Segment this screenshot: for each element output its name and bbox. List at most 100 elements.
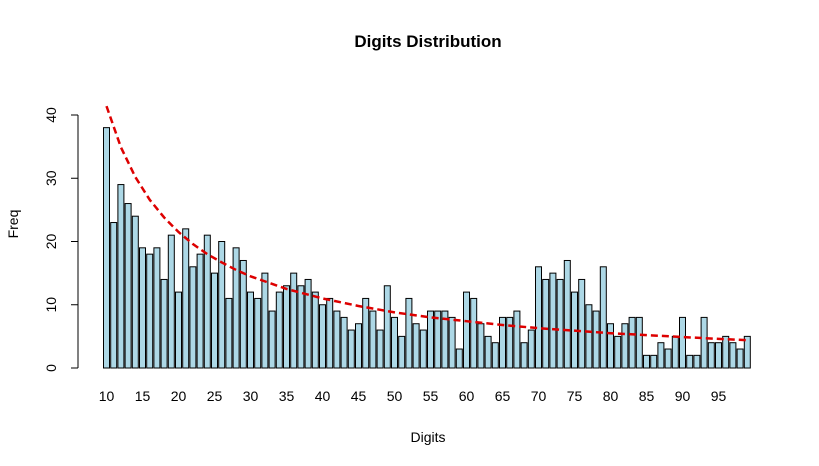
x-tick-label-15: 15 <box>135 388 151 404</box>
x-tick-label-30: 30 <box>243 388 259 404</box>
bar-29 <box>239 259 247 369</box>
bar-15 <box>139 247 146 369</box>
x-tick-label-70: 70 <box>531 388 547 404</box>
bar-37 <box>297 285 305 369</box>
x-tick-label-65: 65 <box>495 388 511 404</box>
bar-19 <box>167 234 175 369</box>
y-tick-label-10: 10 <box>43 297 59 313</box>
x-tick-label-80: 80 <box>603 388 619 404</box>
bar-45 <box>355 323 362 369</box>
bar-11 <box>110 222 118 369</box>
x-tick-label-40: 40 <box>315 388 331 404</box>
bar-98 <box>736 348 744 369</box>
bar-59 <box>455 348 463 369</box>
bar-69 <box>527 329 535 369</box>
bar-10 <box>103 127 110 369</box>
bar-63 <box>484 335 492 369</box>
bar-43 <box>340 316 348 369</box>
y-axis: 0 10 20 30 40 <box>43 107 79 372</box>
x-tick-label-50: 50 <box>387 388 403 404</box>
bar-96 <box>722 335 730 369</box>
bar-87 <box>657 342 665 369</box>
x-tick-label-20: 20 <box>171 388 187 404</box>
bar-44 <box>347 329 355 369</box>
bar-86 <box>650 354 658 369</box>
bar-22 <box>189 266 197 369</box>
bar-67 <box>513 310 521 369</box>
bar-51 <box>398 335 406 369</box>
bar-89 <box>671 335 679 369</box>
bar-66 <box>506 316 514 369</box>
bar-20 <box>175 291 182 369</box>
bar-57 <box>441 310 449 369</box>
bar-38 <box>304 278 312 369</box>
bar-61 <box>470 297 478 369</box>
bar-34 <box>275 291 283 369</box>
x-axis-label: Digits <box>410 429 445 445</box>
bar-33 <box>268 310 276 369</box>
bar-74 <box>563 259 571 369</box>
bar-13 <box>124 203 132 369</box>
bar-72 <box>549 272 557 369</box>
y-tick-label-30: 30 <box>43 170 59 186</box>
expected-curve-line <box>105 105 748 342</box>
chart-title: Digits Distribution <box>354 32 501 51</box>
bar-36 <box>290 272 298 369</box>
bar-35 <box>283 285 290 369</box>
bar-30 <box>247 291 254 369</box>
bar-26 <box>218 241 226 369</box>
bar-54 <box>419 329 427 369</box>
y-tick-label-20: 20 <box>43 234 59 250</box>
bar-60 <box>463 291 470 369</box>
bars <box>103 127 751 369</box>
bar-65 <box>499 316 506 369</box>
bar-27 <box>225 297 233 369</box>
bar-73 <box>556 278 564 369</box>
x-tick-label-90: 90 <box>675 388 691 404</box>
bar-25 <box>211 272 218 369</box>
bar-78 <box>592 310 600 369</box>
bar-81 <box>614 335 622 369</box>
bar-46 <box>362 297 370 369</box>
bar-17 <box>153 247 161 369</box>
bar-84 <box>635 316 643 369</box>
bar-28 <box>232 247 240 369</box>
bar-94 <box>707 342 715 369</box>
bar-16 <box>146 253 154 369</box>
x-tick-label-10: 10 <box>99 388 115 404</box>
y-tick-label-0: 0 <box>43 364 59 372</box>
x-tick-label-60: 60 <box>459 388 475 404</box>
bar-23 <box>196 253 204 369</box>
bar-31 <box>254 297 262 369</box>
bar-99 <box>743 335 751 369</box>
bar-55 <box>427 310 434 369</box>
bar-95 <box>715 342 722 369</box>
x-tick-label-75: 75 <box>567 388 583 404</box>
x-tick-label-95: 95 <box>711 388 727 404</box>
bar-18 <box>160 278 168 369</box>
bar-56 <box>434 310 442 369</box>
bar-14 <box>131 215 139 369</box>
bar-39 <box>311 291 319 369</box>
bar-88 <box>664 348 672 369</box>
bar-21 <box>182 228 190 369</box>
bar-58 <box>448 316 456 369</box>
bar-91 <box>686 354 694 369</box>
bar-47 <box>369 310 377 369</box>
bar-41 <box>326 297 334 369</box>
bar-77 <box>585 304 593 369</box>
bar-49 <box>383 285 391 369</box>
bar-92 <box>693 354 701 369</box>
bar-24 <box>203 234 211 369</box>
bar-42 <box>333 310 341 369</box>
bar-52 <box>405 297 413 369</box>
bar-32 <box>261 272 269 369</box>
bar-62 <box>477 323 485 369</box>
expected-curve <box>105 105 748 342</box>
y-tick-label-40: 40 <box>43 107 59 123</box>
bar-80 <box>607 323 614 369</box>
bar-83 <box>628 316 636 369</box>
bar-82 <box>621 323 629 369</box>
bar-50 <box>391 316 398 369</box>
